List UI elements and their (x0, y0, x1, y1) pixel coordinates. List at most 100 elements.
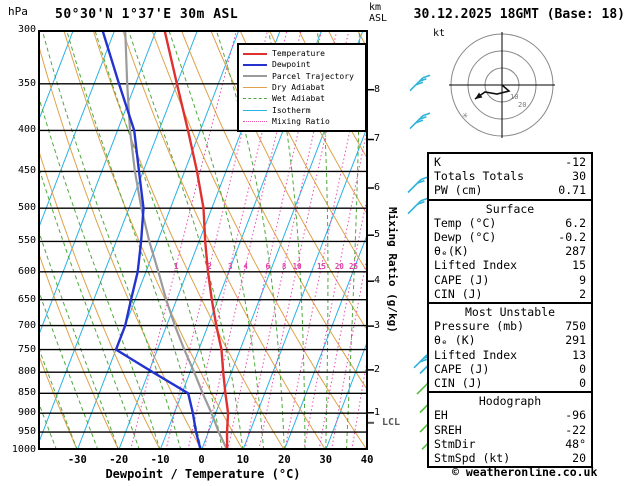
dry-adiabat-line (38, 249, 120, 450)
km-tick-label: 8 (374, 83, 381, 95)
storm-motion-marker: ✳ (462, 110, 468, 121)
wind-barb (409, 112, 431, 130)
table-section-header: Most Unstable (464, 305, 555, 320)
mixing-ratio-value-label: 8 (282, 262, 287, 271)
pressure-tick-label: 850 (17, 387, 36, 399)
pressure-tick-label: 350 (17, 77, 36, 89)
table-row-value: -12 (565, 155, 586, 169)
station-title: 50°30'N 1°37'E 30m ASL (55, 7, 239, 22)
table-section: Hodograph EH -96 SREH -22 StmDir 48° StmSpd (kt… (427, 391, 593, 469)
table-row-value: 0 (579, 361, 586, 376)
table-row-value: 2 (579, 286, 586, 301)
pressure-tick-label: 300 (17, 24, 36, 35)
temperature-tick-label: 30 (319, 454, 333, 466)
copyright: © weatheronline.co.uk (452, 465, 598, 479)
wet-adiabat-line (38, 163, 140, 450)
pressure-tick-label: 400 (17, 124, 36, 136)
isotherm-line (38, 30, 74, 124)
table-row-value: 0.71 (558, 183, 586, 198)
pressure-tick-label: 950 (17, 426, 36, 438)
legend: Temperature Dewpoint Parcel Trajectory Dry … (237, 43, 367, 133)
dewpoint-curve (101, 30, 202, 450)
table-row: Dewp (°C) -0.2 (429, 230, 591, 244)
wet-adiabat-line (38, 399, 58, 450)
table-row-label: StmSpd (kt) (434, 451, 511, 466)
pressure-tick-label: 650 (17, 293, 36, 305)
table-row: Temp (°C) 6.2 (429, 216, 591, 230)
parcel-trajectory-curve (124, 30, 229, 450)
legend-item-label: Mixing Ratio (272, 116, 330, 126)
temperature-tick-label: -20 (109, 454, 129, 466)
mixing-ratio-line (165, 30, 269, 450)
table-row-value: 30 (572, 169, 586, 184)
temperature-curve (163, 30, 230, 450)
wet-adiabat-line (168, 30, 265, 450)
isotherm-line (76, 30, 240, 450)
table-row-label: CIN (J) (434, 286, 483, 301)
mixing-ratio-line (227, 30, 323, 450)
mixing-ratio-line (187, 30, 288, 450)
table-row-value: 13 (572, 347, 586, 362)
legend-line-swatch (243, 120, 267, 122)
km-tick-label: 5 (374, 229, 381, 241)
table-section: K -12 Totals Totals 30 PW (cm) 0.71 (427, 152, 593, 201)
table-row-value: -22 (565, 422, 586, 437)
table-row-label: Temp (°C) (434, 215, 497, 230)
mixing-ratio-value-label: 1 (174, 262, 179, 271)
mixing-ratio-value-label: 2 (207, 262, 212, 271)
table-row-value: 0 (579, 376, 586, 391)
pressure-tick-label: 750 (17, 343, 36, 355)
mixing-ratio-line (244, 30, 338, 450)
table-row: θₑ(K) 287 (429, 244, 591, 258)
height-axis-unit-asl: ASL (369, 13, 388, 24)
table-row-value: 287 (565, 244, 586, 259)
temperature-tick-label: -10 (150, 454, 170, 466)
table-row: PW (cm) 0.71 (429, 183, 591, 197)
pressure-tick-label: 550 (17, 235, 36, 247)
legend-item-label: Dewpoint (272, 60, 311, 70)
table-row: SREH -22 (429, 423, 591, 437)
wet-adiabat-line (38, 344, 78, 450)
mixing-ratio-value-label: 10 (293, 262, 303, 271)
km-tick-label: 6 (374, 181, 381, 193)
table-row-value: 291 (565, 333, 586, 348)
table-row: Lifted Index 13 (429, 348, 591, 362)
hodograph-unit-label: kt (433, 28, 446, 39)
run-datetime: 30.12.2025 18GMT (Base: 18) (413, 7, 625, 22)
table-row-value: -0.2 (558, 230, 586, 245)
table-row-value: 20 (572, 451, 586, 466)
legend-item-label: Dry Adiabat (272, 83, 325, 93)
wet-adiabat-line (41, 30, 182, 450)
legend-line-swatch (243, 98, 267, 100)
km-tick-label: 1 (374, 406, 381, 418)
mixing-ratio-line (130, 30, 237, 450)
legend-item-label: Temperature (272, 49, 325, 59)
table-row-label: CAPE (J) (434, 361, 490, 376)
table-row-label: θₑ(K) (434, 244, 469, 259)
wet-adiabat-line (38, 92, 161, 450)
hodograph-trace-arrow (475, 92, 483, 99)
km-tick-label: 3 (374, 320, 381, 332)
pressure-tick-label: 500 (17, 202, 36, 214)
table-row: Totals Totals 30 (429, 169, 591, 183)
isotherm-line (38, 30, 199, 446)
table-row: K -12 (429, 155, 591, 169)
table-row: CIN (J) 0 (429, 376, 591, 390)
table-section-header: Hodograph (478, 394, 542, 409)
temperature-tick-label: -30 (67, 454, 87, 466)
pressure-tick-label: 450 (17, 165, 36, 177)
legend-item-label: Isotherm (272, 105, 311, 115)
wind-barb (407, 176, 429, 194)
info-table: K -12 Totals Totals 30 PW (cm) 0.71 Surface Tem… (427, 152, 593, 469)
plot-frame (38, 30, 368, 450)
legend-item: Isotherm (243, 104, 361, 115)
table-section: Most Unstable Pressure (mb) 750 θₑ (K) 291 Li… (427, 302, 593, 394)
x-axis-label: Dewpoint / Temperature (°C) (105, 467, 301, 481)
pressure-tick-label: 700 (17, 319, 36, 331)
height-axis-unit-km: km (369, 2, 382, 13)
isotherm-line (242, 123, 368, 450)
legend-item: Temperature (243, 48, 361, 59)
wind-barb (407, 197, 429, 215)
